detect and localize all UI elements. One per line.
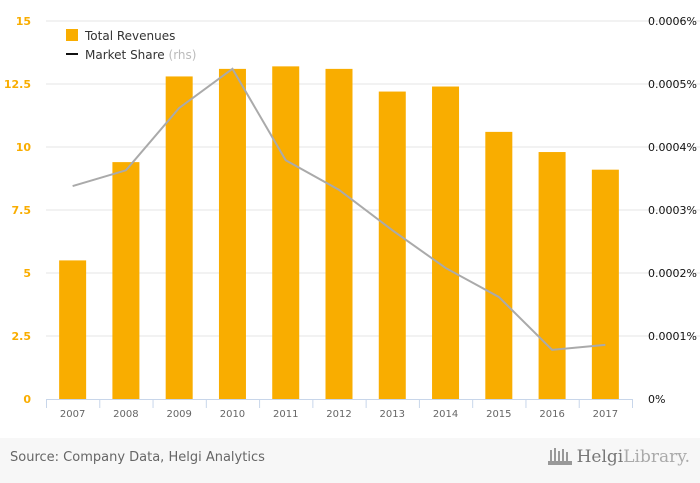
x-tick-label: 2012 bbox=[326, 409, 351, 420]
bar-total-revenues bbox=[485, 131, 513, 399]
x-tick-label: 2008 bbox=[113, 409, 138, 420]
legend-swatch-total-revenues bbox=[66, 29, 78, 41]
left-tick-label: 0 bbox=[23, 393, 31, 406]
bar-total-revenues bbox=[218, 68, 246, 399]
x-tick-label: 2017 bbox=[593, 409, 618, 420]
bar-total-revenues bbox=[591, 169, 619, 399]
right-tick-label: 0.0002% bbox=[648, 267, 697, 280]
helgi-library-logo: HelgiLibrary. bbox=[547, 447, 690, 467]
x-tick-label: 2010 bbox=[220, 409, 245, 420]
right-tick-label: 0.0003% bbox=[648, 204, 697, 217]
bar-total-revenues bbox=[432, 86, 460, 400]
left-tick-label: 7.5 bbox=[12, 204, 32, 217]
x-tick-label: 2014 bbox=[433, 409, 458, 420]
logo-light: Library. bbox=[623, 447, 690, 467]
legend-label-market-share: Market Share (rhs) bbox=[85, 48, 196, 62]
bar-total-revenues bbox=[272, 66, 300, 400]
legend-swatch-market-share bbox=[66, 53, 78, 55]
combo-chart: 0 2.5 5 7.5 10 12.5 15 0% 0.0001% 0.0002% 0.0003% 0… bbox=[4, 15, 700, 420]
right-tick-label: 0.0004% bbox=[648, 141, 697, 154]
logo-bold: Helgi bbox=[576, 447, 624, 467]
bar-total-revenues bbox=[538, 152, 566, 399]
left-tick-label: 10 bbox=[16, 141, 32, 154]
x-tick-label: 2007 bbox=[60, 409, 85, 420]
x-tick-label: 2015 bbox=[486, 409, 511, 420]
x-tick-label: 2016 bbox=[539, 409, 564, 420]
left-tick-label: 5 bbox=[23, 267, 31, 280]
library-icon bbox=[547, 448, 572, 465]
bar-total-revenues bbox=[165, 76, 193, 399]
x-tick-label: 2011 bbox=[273, 409, 298, 420]
left-tick-label: 15 bbox=[16, 15, 31, 28]
legend-market-share-name: Market Share bbox=[85, 48, 169, 62]
left-tick-label: 2.5 bbox=[12, 330, 32, 343]
bar-total-revenues bbox=[325, 68, 353, 399]
right-tick-label: 0% bbox=[648, 393, 665, 406]
left-tick-label: 12.5 bbox=[4, 78, 31, 91]
legend-label-total-revenues: Total Revenues bbox=[84, 29, 175, 43]
x-tick-label: 2009 bbox=[166, 409, 191, 420]
bar-total-revenues bbox=[59, 260, 87, 399]
legend-rhs-suffix: (rhs) bbox=[169, 48, 197, 62]
x-tick-label: 2013 bbox=[380, 409, 405, 420]
bar-total-revenues bbox=[378, 91, 406, 399]
footer bbox=[0, 438, 700, 483]
right-tick-label: 0.0001% bbox=[648, 330, 697, 343]
source-text: Source: Company Data, Helgi Analytics bbox=[10, 450, 265, 465]
right-tick-label: 0.0006% bbox=[648, 15, 697, 28]
right-tick-label: 0.0005% bbox=[648, 78, 697, 91]
bar-total-revenues bbox=[112, 162, 140, 399]
